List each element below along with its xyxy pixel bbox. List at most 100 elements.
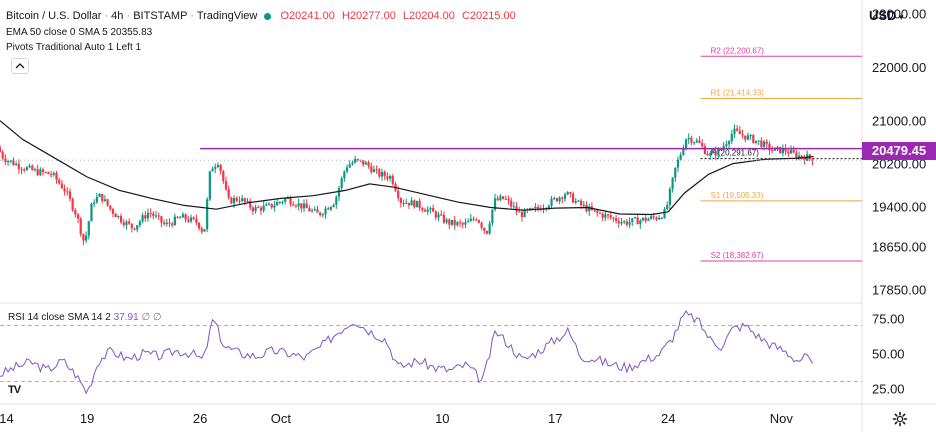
candle-body[interactable] (757, 140, 760, 142)
candle-body[interactable] (117, 215, 120, 217)
candle-body[interactable] (163, 222, 166, 224)
rsi-label[interactable]: RSI 14 close SMA 14 2 (8, 312, 111, 323)
candle-body[interactable] (787, 151, 790, 154)
candle-body[interactable] (364, 162, 367, 165)
candle-body[interactable] (415, 200, 419, 208)
candle-body[interactable] (17, 163, 20, 170)
candle-body[interactable] (157, 215, 160, 217)
candle-body[interactable] (243, 198, 246, 202)
candle-body[interactable] (12, 160, 15, 166)
candle-body[interactable] (523, 209, 526, 218)
candle-body[interactable] (249, 200, 252, 208)
candle-body[interactable] (345, 167, 349, 172)
candle-body[interactable] (485, 230, 489, 234)
candle-body[interactable] (666, 204, 669, 210)
candle-body[interactable] (284, 198, 287, 202)
candle-body[interactable] (658, 217, 661, 220)
candle-body[interactable] (754, 140, 758, 143)
candle-body[interactable] (437, 214, 440, 218)
candle-body[interactable] (569, 192, 572, 194)
candle-body[interactable] (23, 169, 26, 171)
candle-body[interactable] (528, 208, 532, 211)
candle-body[interactable] (469, 218, 472, 222)
candle-body[interactable] (39, 169, 42, 176)
candle-body[interactable] (230, 197, 233, 204)
candle-body[interactable] (762, 141, 766, 147)
candle-body[interactable] (128, 221, 131, 224)
candle-body[interactable] (684, 139, 688, 149)
candle-body[interactable] (168, 222, 171, 224)
candle-body[interactable] (203, 229, 206, 232)
candle-body[interactable] (20, 169, 23, 171)
candle-body[interactable] (286, 198, 289, 200)
candle-body[interactable] (744, 135, 747, 140)
candle-body[interactable] (165, 222, 168, 224)
candlesticks[interactable] (0, 124, 814, 246)
candle-body[interactable] (106, 199, 109, 206)
candle-body[interactable] (71, 198, 74, 211)
candle-body[interactable] (211, 168, 214, 172)
candle-body[interactable] (351, 162, 354, 165)
candle-body[interactable] (327, 208, 330, 210)
ema-label[interactable]: EMA 50 close 0 SMA 5 (6, 27, 108, 38)
candle-body[interactable] (219, 164, 222, 171)
candle-body[interactable] (671, 177, 674, 190)
candle-body[interactable] (192, 217, 195, 219)
candle-body[interactable] (789, 149, 793, 154)
candle-body[interactable] (60, 183, 63, 189)
rsi-pane[interactable] (0, 310, 862, 395)
candle-body[interactable] (63, 188, 66, 192)
candle-body[interactable] (779, 146, 782, 154)
candle-body[interactable] (711, 150, 715, 154)
ema-legend[interactable]: EMA 50 close 0 SMA 5 20355.83 (6, 27, 152, 38)
candle-body[interactable] (477, 220, 480, 223)
candle-body[interactable] (730, 133, 733, 142)
candle-body[interactable] (606, 214, 610, 216)
candle-body[interactable] (714, 150, 717, 156)
candle-body[interactable] (561, 197, 564, 199)
tradingview-logo-icon[interactable]: TV (8, 384, 21, 396)
candle-body[interactable] (399, 198, 402, 203)
candle-body[interactable] (434, 211, 437, 218)
candle-body[interactable] (405, 202, 408, 204)
candle-body[interactable] (214, 166, 217, 169)
candle-body[interactable] (276, 202, 279, 206)
rsi-legend[interactable]: RSI 14 close SMA 14 2 37.91 ∅ ∅ (8, 312, 162, 323)
candle-body[interactable] (733, 128, 736, 134)
candle-body[interactable] (641, 217, 645, 221)
candle-body[interactable] (136, 225, 139, 230)
candle-body[interactable] (687, 137, 690, 140)
candle-body[interactable] (502, 196, 505, 199)
candle-body[interactable] (601, 213, 604, 218)
candle-body[interactable] (313, 209, 316, 211)
candle-body[interactable] (795, 152, 798, 159)
collapse-legend-button[interactable] (11, 58, 29, 74)
candle-body[interactable] (472, 218, 475, 220)
candle-body[interactable] (574, 200, 577, 203)
candle-body[interactable] (310, 210, 314, 212)
candle-body[interactable] (631, 218, 634, 223)
candle-body[interactable] (679, 154, 682, 160)
candle-body[interactable] (84, 235, 88, 241)
candle-body[interactable] (464, 222, 467, 225)
candle-body[interactable] (319, 212, 322, 216)
candle-body[interactable] (725, 144, 728, 147)
candle-body[interactable] (604, 214, 607, 218)
candle-body[interactable] (588, 206, 591, 212)
candle-body[interactable] (324, 208, 327, 215)
candle-body[interactable] (429, 207, 432, 210)
candle-body[interactable] (609, 215, 612, 218)
candle-body[interactable] (257, 207, 260, 209)
candle-body[interactable] (227, 189, 230, 198)
candle-body[interactable] (760, 140, 763, 147)
candle-body[interactable] (727, 141, 731, 145)
candle-body[interactable] (41, 169, 45, 172)
candle-body[interactable] (453, 219, 456, 226)
candle-body[interactable] (741, 134, 744, 136)
candle-body[interactable] (614, 218, 618, 222)
candle-body[interactable] (698, 140, 701, 143)
candle-body[interactable] (154, 215, 158, 217)
candle-body[interactable] (738, 130, 741, 135)
candle-body[interactable] (617, 221, 620, 224)
